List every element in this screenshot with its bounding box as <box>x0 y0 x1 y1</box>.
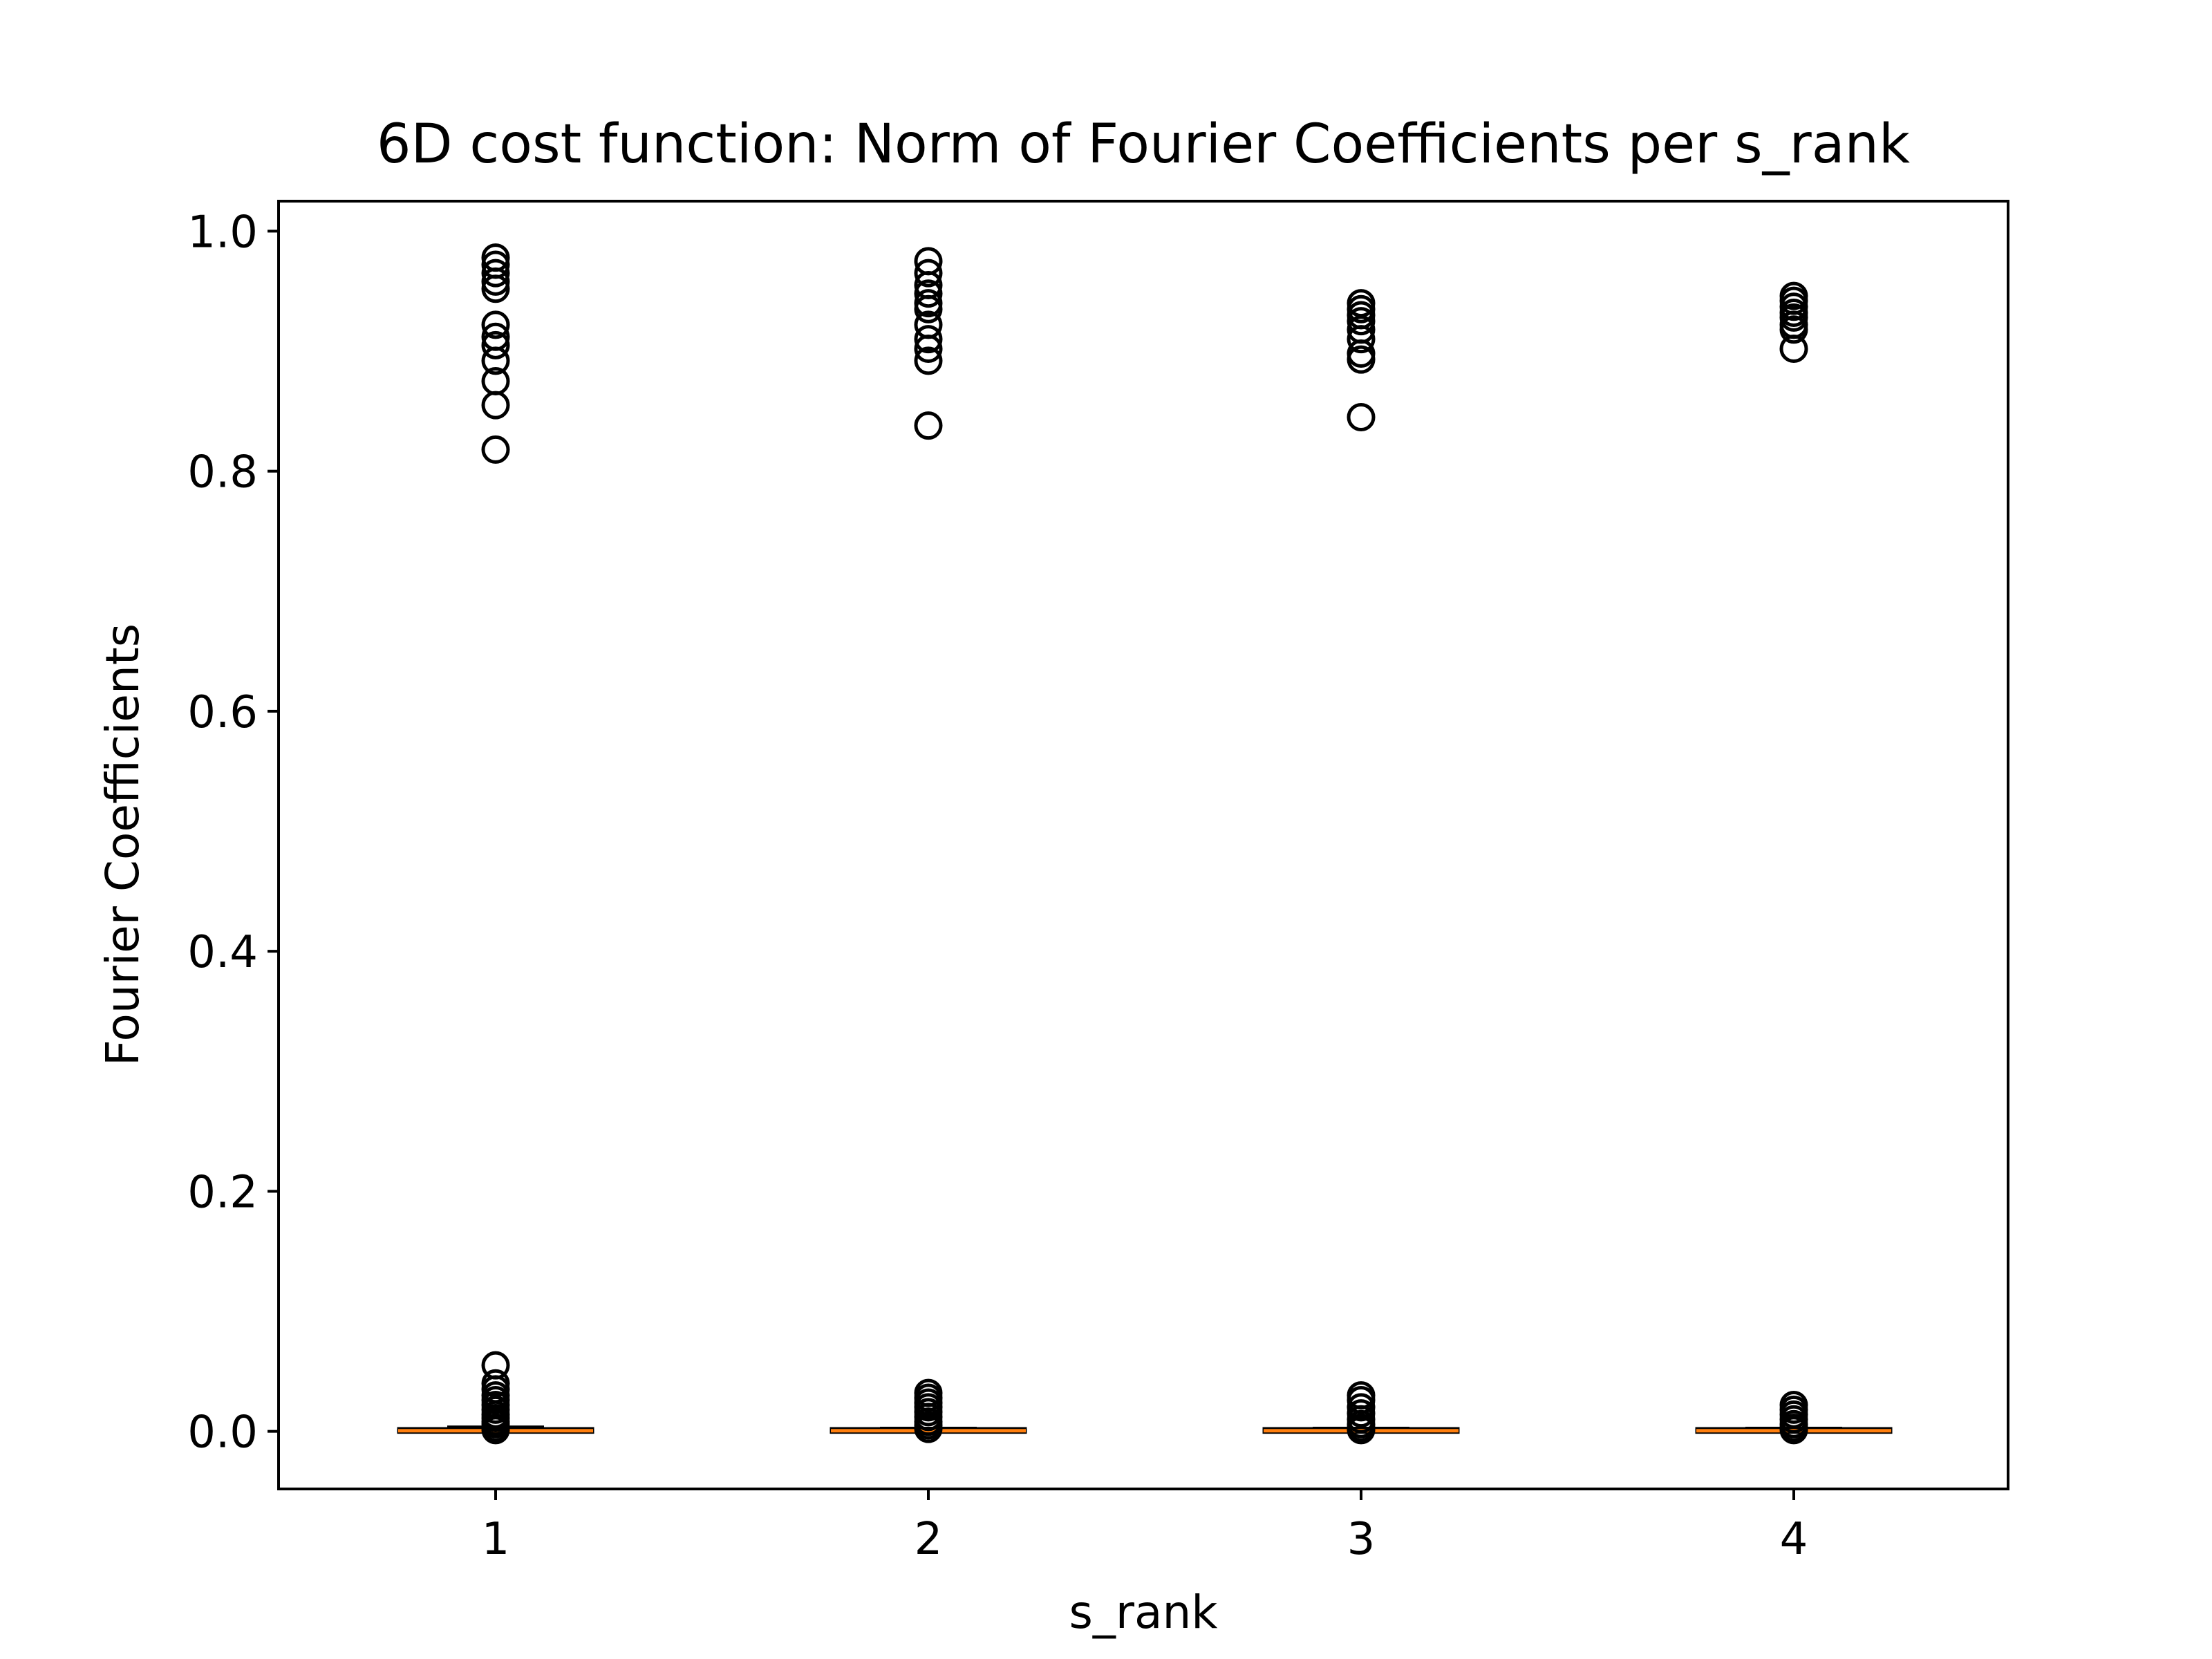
outlier-point <box>481 1416 510 1445</box>
y-axis-label: Fourier Coefficients <box>96 624 149 1066</box>
box-group-2 <box>830 247 1027 1443</box>
x-axis: 1 2 3 4 <box>482 1489 1808 1565</box>
outlier-point <box>914 1414 943 1443</box>
chart-title: 6D cost function: Norm of Fourier Coeffi… <box>377 113 1910 176</box>
outlier-point <box>481 391 510 420</box>
outlier-point <box>1347 403 1376 432</box>
outlier-point <box>1779 335 1808 364</box>
x-tick-label: 2 <box>915 1514 943 1565</box>
plot-area <box>397 243 1893 1445</box>
outlier-point <box>914 279 943 308</box>
outlier-point <box>914 346 943 375</box>
outlier-point <box>481 346 510 375</box>
outlier-point <box>1347 307 1376 336</box>
x-tick-label: 3 <box>1347 1514 1376 1565</box>
outlier-point <box>1779 315 1808 344</box>
plot-frame <box>277 200 2009 1490</box>
x-axis-label: s_rank <box>1069 1586 1218 1639</box>
outlier-point <box>481 259 510 288</box>
outlier-point <box>1347 1416 1376 1445</box>
y-tick-label: 0.8 <box>187 447 258 498</box>
outlier-point <box>914 335 943 364</box>
y-tick-label: 0.0 <box>187 1407 258 1459</box>
box-group-1 <box>397 243 594 1445</box>
y-tick-label: 0.6 <box>187 687 258 738</box>
y-tick-label: 0.4 <box>187 927 258 978</box>
y-axis: 0.0 0.2 0.4 0.6 0.8 1.0 <box>187 207 279 1459</box>
outlier-point <box>914 325 943 354</box>
y-tick-label: 1.0 <box>187 207 258 258</box>
outlier-point <box>481 310 510 339</box>
outlier-point <box>1347 325 1376 354</box>
outlier-point <box>1347 345 1376 374</box>
y-tick-label: 0.2 <box>187 1167 258 1218</box>
x-tick-label: 1 <box>482 1514 510 1565</box>
outlier-point <box>1779 303 1808 332</box>
outlier-point <box>914 259 943 288</box>
box-group-4 <box>1695 281 1893 1445</box>
outlier-point <box>1779 1416 1808 1445</box>
outlier-point <box>1347 339 1376 368</box>
box-group-3 <box>1262 289 1460 1445</box>
outlier-point <box>914 411 943 440</box>
outlier-point <box>481 435 510 464</box>
outlier-point <box>481 274 510 303</box>
outlier-point <box>914 294 943 324</box>
outlier-point <box>481 330 510 359</box>
x-tick-label: 4 <box>1780 1514 1808 1565</box>
outlier-point <box>481 267 510 296</box>
